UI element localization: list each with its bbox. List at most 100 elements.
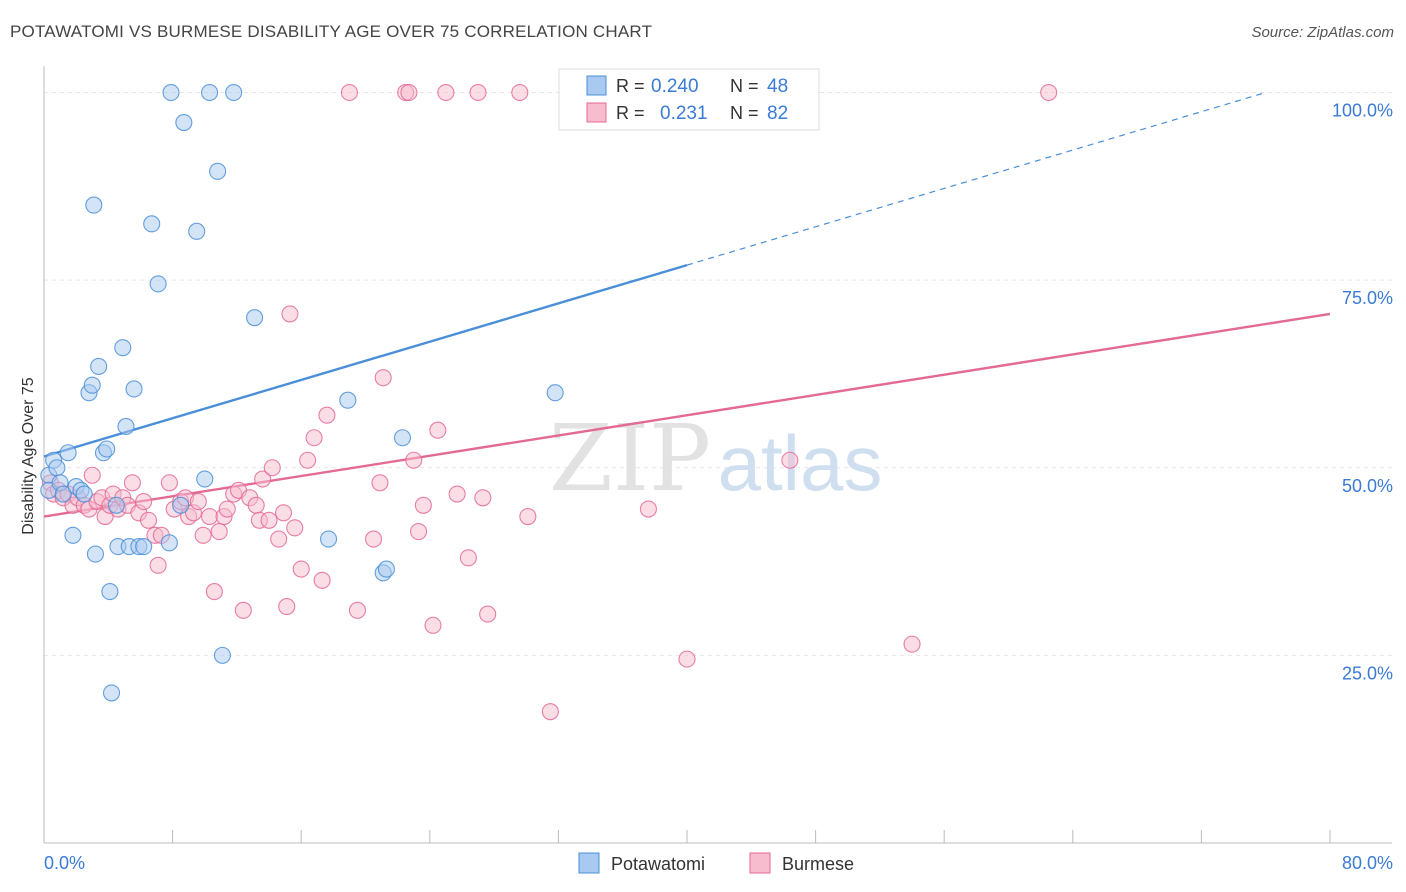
point-burmese-46 [263, 459, 281, 477]
point-potawatomi-6 [59, 444, 77, 462]
legend-r-value-potawatomi: 0.240 [651, 76, 699, 97]
axes [43, 66, 1392, 844]
bottom-legend-swatch-potawatomi [578, 852, 600, 874]
legend-n-label-potawatomi: N = [730, 76, 759, 96]
point-burmese-33 [201, 507, 219, 526]
point-burmese-75 [511, 83, 529, 102]
point-burmese-76 [519, 507, 537, 526]
trend-line-extension-potawatomi [686, 91, 1266, 266]
point-burmese-25 [160, 474, 178, 492]
point-potawatomi-12 [83, 376, 101, 394]
point-potawatomi-17 [98, 440, 116, 458]
point-burmese-71 [459, 549, 477, 567]
point-burmese-42 [247, 496, 265, 514]
point-burmese-44 [254, 470, 272, 488]
legend-r-value-burmese: 0.231 [660, 103, 708, 124]
point-burmese-50 [281, 305, 299, 323]
legend-swatch-burmese [586, 102, 607, 123]
point-potawatomi-42 [339, 391, 357, 409]
point-potawatomi-29 [149, 275, 167, 293]
point-potawatomi-35 [196, 470, 214, 488]
point-potawatomi-28 [143, 215, 161, 233]
x-tick-label-1: 80.0% [1342, 853, 1393, 873]
point-potawatomi-40 [246, 309, 264, 327]
point-burmese-49 [278, 598, 296, 616]
watermark-atlas: atlas [718, 419, 883, 507]
legend-box: R = 0.240 N = 48 R = 0.231 N = 82 [558, 68, 820, 131]
chart-title: POTAWATOMI VS BURMESE DISABILITY AGE OVE… [10, 22, 653, 41]
point-potawatomi-10 [75, 485, 93, 503]
y-tick-labels: 25.0% 50.0% 75.0% 100.0% [1332, 101, 1393, 684]
point-burmese-63 [400, 83, 418, 102]
point-burmese-69 [437, 83, 455, 102]
point-burmese-53 [299, 451, 317, 469]
point-potawatomi-5 [54, 485, 72, 503]
point-burmese-74 [479, 605, 497, 623]
watermark-zip: ZIP [549, 405, 711, 512]
point-burmese-78 [639, 500, 657, 518]
point-burmese-55 [313, 571, 331, 589]
point-potawatomi-34 [188, 222, 206, 240]
point-potawatomi-36 [201, 83, 219, 102]
point-potawatomi-13 [85, 196, 103, 214]
point-burmese-21 [139, 511, 158, 529]
point-potawatomi-3 [48, 459, 66, 477]
point-potawatomi-18 [101, 583, 119, 601]
point-burmese-51 [286, 519, 304, 537]
data-points [40, 83, 1058, 721]
legend-n-label-burmese: N = [730, 103, 759, 123]
y-axis-label: Disability Age Over 75 [20, 377, 37, 535]
point-potawatomi-33 [175, 113, 193, 132]
y-tick-label-1: 50.0% [1342, 476, 1393, 496]
legend-r-label-burmese: R = [616, 103, 645, 123]
bottom-legend: Potawatomi Burmese [578, 852, 854, 874]
point-potawatomi-44 [377, 560, 395, 578]
watermark: ZIP atlas [549, 405, 882, 512]
point-burmese-72 [469, 83, 487, 102]
legend-n-value-potawatomi: 48 [767, 76, 788, 97]
point-potawatomi-15 [90, 357, 108, 375]
point-potawatomi-31 [162, 83, 180, 102]
legend-n-value-burmese: 82 [767, 103, 788, 124]
point-potawatomi-37 [209, 162, 227, 180]
point-burmese-65 [409, 522, 428, 541]
point-burmese-79 [678, 650, 696, 668]
point-potawatomi-46 [546, 384, 564, 402]
point-burmese-82 [1040, 83, 1058, 102]
x-tick-label-0: 0.0% [44, 853, 85, 873]
point-potawatomi-30 [160, 534, 178, 552]
point-burmese-31 [189, 492, 207, 511]
point-burmese-54 [305, 429, 323, 447]
legend-swatch-potawatomi [586, 75, 607, 96]
point-potawatomi-23 [117, 417, 135, 436]
y-tick-label-3: 100.0% [1332, 101, 1393, 121]
point-potawatomi-41 [319, 530, 338, 548]
y-tick-label-0: 25.0% [1342, 663, 1393, 683]
point-potawatomi-39 [225, 83, 243, 102]
point-burmese-52 [292, 560, 310, 578]
point-burmese-40 [234, 601, 252, 619]
point-burmese-45 [260, 511, 278, 529]
x-tick-labels: 0.0% 80.0% [44, 853, 1393, 873]
point-burmese-68 [429, 421, 447, 439]
source-label: Source: ZipAtlas.com [1251, 24, 1394, 41]
point-burmese-18 [123, 474, 141, 492]
point-potawatomi-14 [86, 545, 104, 563]
bottom-legend-label-potawatomi: Potawatomi [611, 854, 705, 874]
point-potawatomi-27 [135, 538, 153, 556]
point-potawatomi-20 [107, 496, 125, 514]
point-burmese-34 [205, 583, 223, 601]
point-burmese-59 [364, 530, 383, 548]
bottom-legend-swatch-burmese [749, 852, 771, 874]
point-burmese-47 [270, 530, 288, 548]
bottom-legend-label-burmese: Burmese [782, 854, 854, 874]
point-burmese-66 [414, 496, 432, 514]
point-burmese-73 [474, 489, 492, 507]
point-burmese-56 [318, 406, 336, 424]
point-burmese-64 [405, 451, 423, 469]
y-tick-label-2: 75.0% [1342, 288, 1393, 308]
point-potawatomi-45 [393, 429, 412, 447]
point-burmese-67 [424, 616, 442, 634]
point-potawatomi-25 [125, 380, 143, 398]
